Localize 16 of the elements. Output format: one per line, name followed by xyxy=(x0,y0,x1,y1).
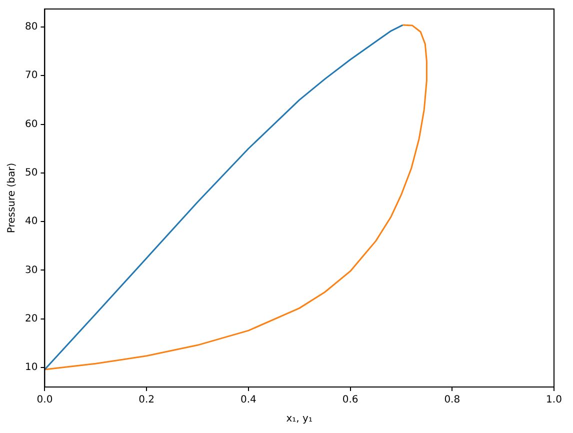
x-tick-label: 0.8 xyxy=(444,394,460,406)
x-axis-title: x₁, y₁ xyxy=(286,414,312,425)
x-tick-label: 0.0 xyxy=(36,394,53,406)
y-tick-label: 20 xyxy=(24,313,38,324)
x-tick-label: 1.0 xyxy=(546,394,562,406)
x-tick-label: 0.4 xyxy=(240,394,256,406)
x-tick-label: 0.6 xyxy=(342,394,358,406)
y-tick-label: 50 xyxy=(24,168,38,179)
y-tick-label: 40 xyxy=(24,216,38,228)
y-tick-label: 80 xyxy=(24,22,38,33)
y-tick-label: 60 xyxy=(24,118,38,130)
y-tick-label: 70 xyxy=(24,70,38,82)
y-tick-label: 30 xyxy=(24,264,38,276)
x-tick-label: 0.2 xyxy=(138,394,155,406)
y-tick-label: 10 xyxy=(24,362,38,374)
y-axis-title: Pressure (bar) xyxy=(6,162,18,234)
